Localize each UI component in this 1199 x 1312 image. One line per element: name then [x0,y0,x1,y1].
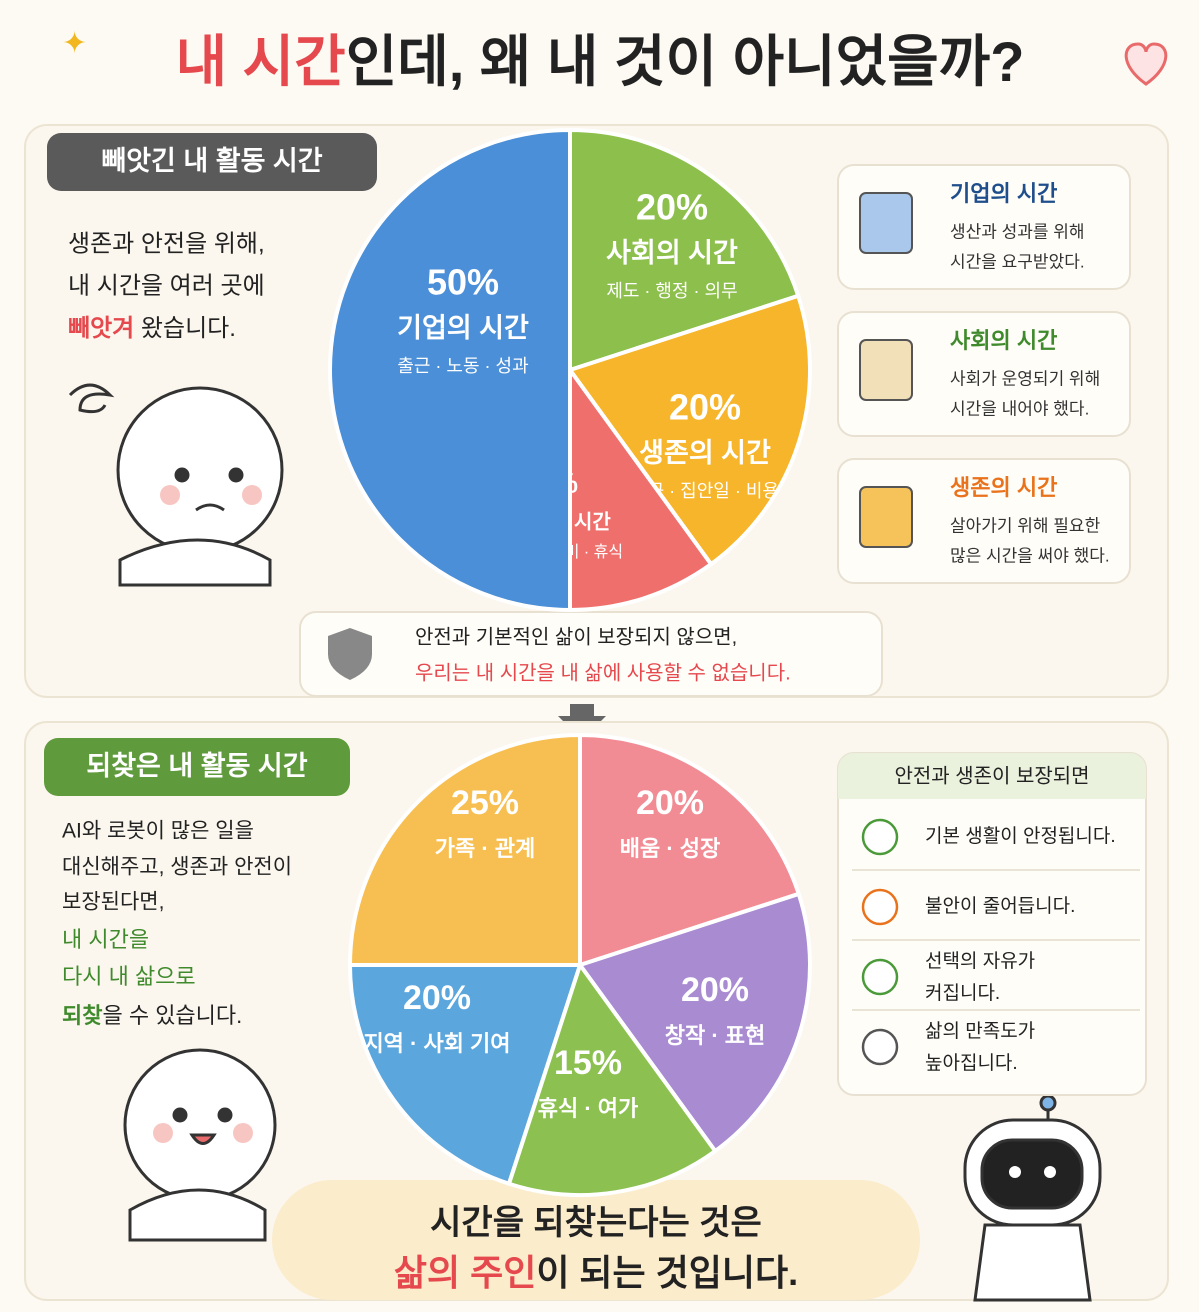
intro-emphasis: 빼앗겨 [68,315,134,342]
footer-line: 삶의 주인이 되는 것입니다. [394,1252,798,1293]
pie-slice [568,363,714,613]
notice-box [299,611,883,697]
pie-slice [506,960,718,1197]
card-icon [859,339,913,401]
pie-slice [568,127,801,373]
intro-line: 대신해주고, 생존과 안전이 [62,856,292,879]
badge [44,738,350,796]
footer-rest: 이 되는 것입니다. [536,1252,798,1293]
card-text: 생산과 성과를 위해 [950,222,1085,241]
benefit-text: 기본 생활이 안정됩니다. [925,825,1116,847]
benefit-icon [861,888,899,926]
intro-line: 다시 내 삶으로 [62,964,196,989]
intro-line: 보장된다면, [62,891,164,914]
card-icon [859,192,913,254]
footer-pill [272,1180,920,1300]
benefit-text: 선택의 자유가 [925,950,1035,972]
benefit-text: 커집니다. [925,982,1000,1004]
card-text: 사회가 운영되기 위해 [950,369,1100,388]
slice-value-label: 20% [681,971,749,1009]
card-text: 많은 시간을 써야 했다. [950,546,1110,565]
intro-end: 왔습니다. [134,315,236,342]
pie-slice [566,293,812,567]
card-title: 생존의 시간 [950,475,1057,500]
footer-line: 시간을 되찾는다는 것은 [430,1204,762,1242]
intro-line: 생존과 안전을 위해, [68,230,265,257]
badge [47,133,377,191]
pie-slice [578,732,802,968]
card-text: 시간을 내어야 했다. [950,399,1089,418]
intro-line: 내 시간을 여러 곳에 [68,272,265,299]
page-title: 내 시간인데, 왜 내 것이 아니었을까? [176,30,1025,93]
slice-description: 출근 · 노동 · 성과 [397,356,528,376]
intro-end: 을 수 있습니다. [102,1003,242,1028]
slice-value-label: 25% [451,784,519,822]
slice-value-label: 15% [554,1044,622,1082]
benefit-text: 높아집니다. [925,1052,1018,1074]
slice-name: 창작 · 표현 [665,1023,766,1048]
intro-line: 빼앗겨 왔습니다. [68,315,236,342]
sparkle: ✦ [62,27,87,60]
pie-slice [347,963,583,1187]
card-icon [859,486,913,548]
card-text: 살아가기 위해 필요한 [950,516,1101,535]
benefit-icon [861,1028,899,1066]
slice-value-label: 20% [669,387,741,428]
slice-value-label: 50% [427,262,499,303]
sad-character [68,383,284,587]
card-title: 기업의 시간 [950,181,1057,206]
intro-line: 되찾을 수 있습니다. [62,1003,242,1028]
benefits-header-bg [838,753,1146,799]
benefits-heading: 안전과 생존이 보장되면 [894,764,1089,787]
slice-name: 기업의 시간 [397,313,529,343]
happy-character [123,1048,277,1242]
benefit-text: 삶의 만족도가 [925,1020,1035,1042]
card-text: 시간을 요구받았다. [950,252,1085,271]
badge-text: 되찾은 내 활동 시간 [86,751,307,781]
pie-slice [347,732,582,967]
slice-value-label: 20% [636,784,704,822]
benefit-text: 불안이 줄어듭니다. [925,895,1075,917]
slice-value-label: 20% [403,979,471,1017]
benefit-icon [861,958,899,996]
title-highlight: 내 시간 [176,30,346,93]
intro-emphasis: 되찾 [62,1003,102,1028]
notice-line: 안전과 기본적인 삶이 보장되지 않으면, [415,625,737,648]
robot [963,1094,1102,1302]
footer-emphasis: 삶의 주인 [394,1252,536,1293]
slice-name: 생존의 시간 [639,438,771,468]
slice-name: 배움 · 성장 [620,836,721,861]
slice-value-label: 20% [636,187,708,228]
notice-line: 우리는 내 시간을 내 삶에 사용할 수 없습니다. [415,661,791,684]
title-rest: 인데, 왜 내 것이 아니었을까? [346,30,1025,93]
intro-line: AI와 로봇이 많은 일을 [62,820,254,843]
slice-name: 지역 · 사회 기여 [363,1031,510,1056]
benefit-icon [861,818,899,856]
slice-name: 사회의 시간 [606,238,738,268]
intro-line: 내 시간을 [62,927,149,952]
pie-slice [328,127,572,613]
slice-name: 휴식 · 여가 [538,1096,639,1121]
heart-icon [1124,42,1168,86]
card-title: 사회의 시간 [950,328,1057,353]
pie-slice [576,891,812,1154]
badge-text: 빼앗긴 내 활동 시간 [101,146,322,176]
slice-description: 통근 · 집안일 · 비용 [631,481,779,501]
shield-icon [328,628,372,680]
slice-description: 제도 · 행정 · 의무 [606,281,737,301]
slice-name: 가족 · 관계 [435,836,536,861]
